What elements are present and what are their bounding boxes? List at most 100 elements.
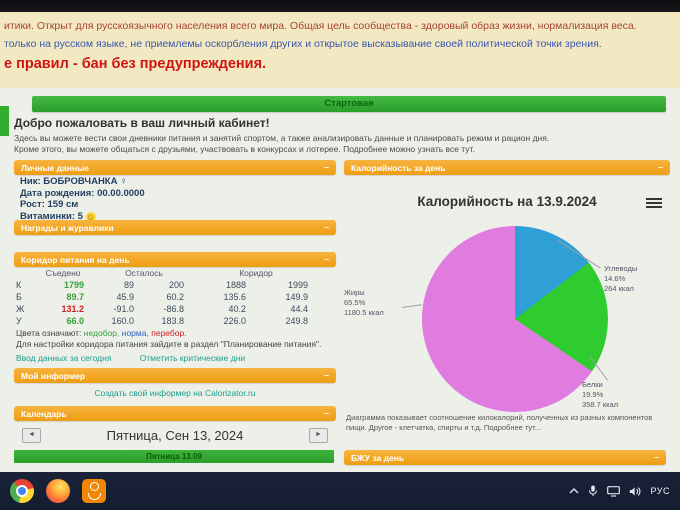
right-column: Калорийность за день Калорийность на 13.… xyxy=(344,160,670,472)
prev-day-button[interactable]: ◄ xyxy=(22,427,41,443)
section-calendar-title: Календарь xyxy=(21,408,67,419)
system-tray: РУС xyxy=(569,485,670,497)
col-header-corridor: Коридор xyxy=(239,268,273,278)
section-daily-calories[interactable]: Калорийность за день xyxy=(344,160,670,175)
firefox-icon[interactable] xyxy=(46,479,70,503)
legend-prefix: Цвета означают: xyxy=(16,328,82,338)
female-gender-icon: ♀ xyxy=(120,176,128,187)
section-bju-title: БЖУ за день xyxy=(351,452,405,463)
left-column: Личные данные Ник: БОБРОВЧАНКА ♀ Дата ро… xyxy=(14,160,336,472)
pie-label-carbs: Углеводы 14.6% 264 ккал xyxy=(604,264,668,294)
mark-days-link[interactable]: Отметить критические дни xyxy=(139,353,246,363)
minimize-icon[interactable] xyxy=(324,160,329,175)
section-personal-title: Личные данные xyxy=(21,162,89,173)
current-date: Пятница, Сен 13, 2024 xyxy=(106,427,244,443)
rules-line-2: только на русском языке, не приемлемы ос… xyxy=(4,38,602,50)
page-edge-decoration xyxy=(0,106,9,136)
display-network-icon[interactable] xyxy=(607,485,621,497)
chart-title: Калорийность на 13.9.2024 xyxy=(417,194,597,209)
fat-label: Жиры xyxy=(344,288,365,297)
nickname-row: Ник: БОБРОВЧАНКА ♀ xyxy=(20,176,145,188)
chrome-icon[interactable] xyxy=(10,479,34,503)
cell-left-min: 45.9 xyxy=(116,292,134,302)
cell-cor-min: 226.0 xyxy=(223,316,246,326)
minimize-icon[interactable] xyxy=(324,252,329,267)
protein-percent: 19.9% xyxy=(582,390,604,400)
section-informer-title: Мой информер xyxy=(21,370,86,381)
fat-callout-line xyxy=(402,304,422,308)
minimize-icon[interactable] xyxy=(324,406,329,421)
nickname-value: Ник: БОБРОВЧАНКА xyxy=(20,176,118,187)
chart-menu-icon[interactable] xyxy=(646,198,662,209)
protein-label: Белки xyxy=(582,380,603,389)
section-corridor-title: Коридор питания на день xyxy=(21,254,130,265)
create-informer-link[interactable]: Создать свой информер на Calorizator.ru xyxy=(94,388,256,398)
cell-eaten: 1799 xyxy=(63,280,84,290)
height-row: Рост: 159 см xyxy=(20,199,79,210)
language-indicator[interactable]: РУС xyxy=(650,486,670,496)
cell-cor-max: 1999 xyxy=(287,280,308,290)
carbs-percent: 14.6% xyxy=(604,274,626,284)
section-food-corridor[interactable]: Коридор питания на день xyxy=(14,252,336,267)
cell-eaten: 66.0 xyxy=(66,316,84,326)
row-label: К xyxy=(16,280,22,290)
tray-chevron-up-icon[interactable] xyxy=(569,487,579,495)
smiley-icon: ☺ xyxy=(85,211,96,222)
cell-cor-max: 149.9 xyxy=(285,292,308,302)
minimize-icon[interactable] xyxy=(324,368,329,383)
microphone-icon[interactable] xyxy=(588,485,598,497)
row-label: У xyxy=(16,316,22,326)
protein-kcal: 358.7 ккал xyxy=(582,400,619,410)
col-header-eaten: Съедено xyxy=(45,268,81,278)
cell-cor-min: 135.6 xyxy=(223,292,246,302)
browser-chrome-strip xyxy=(0,0,680,12)
informer-link-row: Создать свой информер на Calorizator.ru xyxy=(14,388,336,398)
section-awards-title: Награды и журавлики xyxy=(21,222,114,233)
taskbar: РУС xyxy=(0,472,680,510)
minimize-icon[interactable] xyxy=(324,220,329,235)
fat-kcal: 1180.5 ккал xyxy=(344,308,384,318)
minimize-icon[interactable] xyxy=(658,160,663,175)
cell-cor-max: 249.8 xyxy=(285,316,308,326)
pie-label-fat: Жиры 65.5% 1180.5 ккал xyxy=(344,288,400,318)
welcome-block: Добро пожаловать в ваш личный кабинет! З… xyxy=(14,116,666,155)
carbs-kcal: 264 ккал xyxy=(604,284,634,294)
chart-description: Диаграмма показывает соотношение килокал… xyxy=(346,413,653,433)
next-day-button[interactable]: ► xyxy=(308,427,328,443)
volume-icon[interactable] xyxy=(629,486,641,497)
cell-left-min: 89 xyxy=(123,280,134,290)
cell-cor-min: 40.2 xyxy=(228,304,246,314)
cell-left-max: 200 xyxy=(168,280,184,290)
section-calories-title: Калорийность за день xyxy=(351,162,446,173)
birthdate-row: Дата рождения: 00.00.0000 xyxy=(20,187,145,199)
carbs-label: Углеводы xyxy=(604,264,638,273)
pie-chart[interactable] xyxy=(422,226,608,412)
pie-label-protein: Белки 19.9% 358.7 ккал xyxy=(582,380,652,410)
welcome-line-1: Здесь вы можете вести свои дневники пита… xyxy=(14,133,550,143)
enter-today-data-link[interactable]: Ввод данных за сегодня xyxy=(16,353,112,363)
welcome-line-2: Кроме этого, вы можете общаться с друзья… xyxy=(14,144,475,154)
row-label: Ж xyxy=(16,304,25,314)
color-legend: Цвета означают: недобор, норма, перебор. xyxy=(16,328,187,338)
page-title: Добро пожаловать в ваш личный кабинет! xyxy=(14,116,270,130)
corridor-settings-note: Для настройки коридора питания зайдите в… xyxy=(16,339,322,349)
fat-percent: 65.5% xyxy=(344,298,366,308)
cell-left-min: -91.0 xyxy=(113,304,134,314)
section-bju-day[interactable]: БЖУ за день xyxy=(344,450,666,465)
section-personal-data[interactable]: Личные данные xyxy=(14,160,336,175)
vitamins-value: Витаминки: 5 xyxy=(20,210,83,222)
rules-line-1: итики. Открыт для русскоязычного населен… xyxy=(4,20,637,32)
section-calendar[interactable]: Календарь xyxy=(14,406,336,421)
section-my-informer[interactable]: Мой информер xyxy=(14,368,336,383)
legend-over: перебор. xyxy=(151,328,187,338)
legend-under: недобор, xyxy=(83,328,120,338)
minimize-icon[interactable] xyxy=(654,450,659,465)
taskbar-apps xyxy=(10,479,106,503)
section-awards[interactable]: Награды и журавлики xyxy=(14,220,336,235)
legend-norm: норма, xyxy=(121,328,149,338)
odnoklassniki-icon[interactable] xyxy=(82,479,106,503)
personal-info: Ник: БОБРОВЧАНКА ♀ Дата рождения: 00.00.… xyxy=(20,176,145,222)
tab-startovaya[interactable]: Стартовая xyxy=(32,96,666,112)
row-label: Б xyxy=(16,292,22,302)
